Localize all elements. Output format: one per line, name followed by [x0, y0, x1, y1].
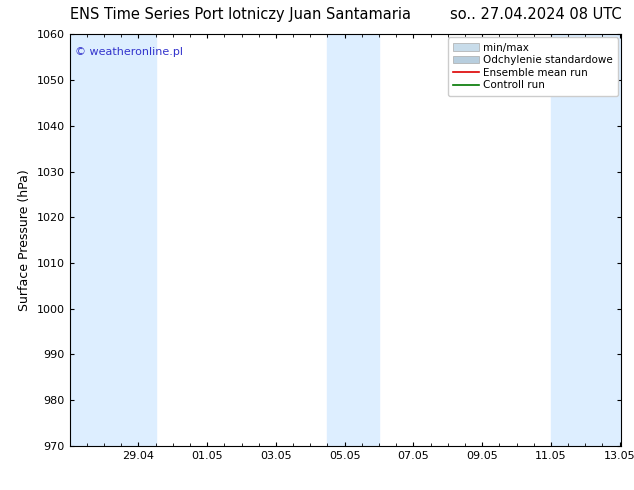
Legend: min/max, Odchylenie standardowe, Ensemble mean run, Controll run: min/max, Odchylenie standardowe, Ensembl… [448, 37, 618, 96]
Bar [70, 34, 156, 446]
Y-axis label: Surface Pressure (hPa): Surface Pressure (hPa) [18, 169, 31, 311]
Text: ENS Time Series Port lotniczy Juan Santamaria: ENS Time Series Port lotniczy Juan Santa… [70, 7, 411, 22]
Text: so.. 27.04.2024 08 UTC: so.. 27.04.2024 08 UTC [450, 7, 621, 22]
Title: ENS Time Series Port lotniczy Juan Santamaria       so.. 27.04.2024 08 UTC: ENS Time Series Port lotniczy Juan Santa… [0, 489, 1, 490]
Text: © weatheronline.pl: © weatheronline.pl [75, 47, 183, 57]
Bar [328, 34, 379, 446]
Bar [551, 34, 623, 446]
